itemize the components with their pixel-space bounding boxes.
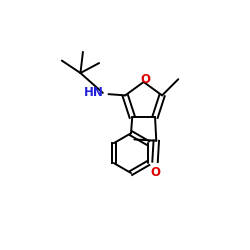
Text: HN: HN — [84, 86, 104, 100]
Text: O: O — [150, 166, 160, 179]
Text: O: O — [141, 73, 151, 86]
